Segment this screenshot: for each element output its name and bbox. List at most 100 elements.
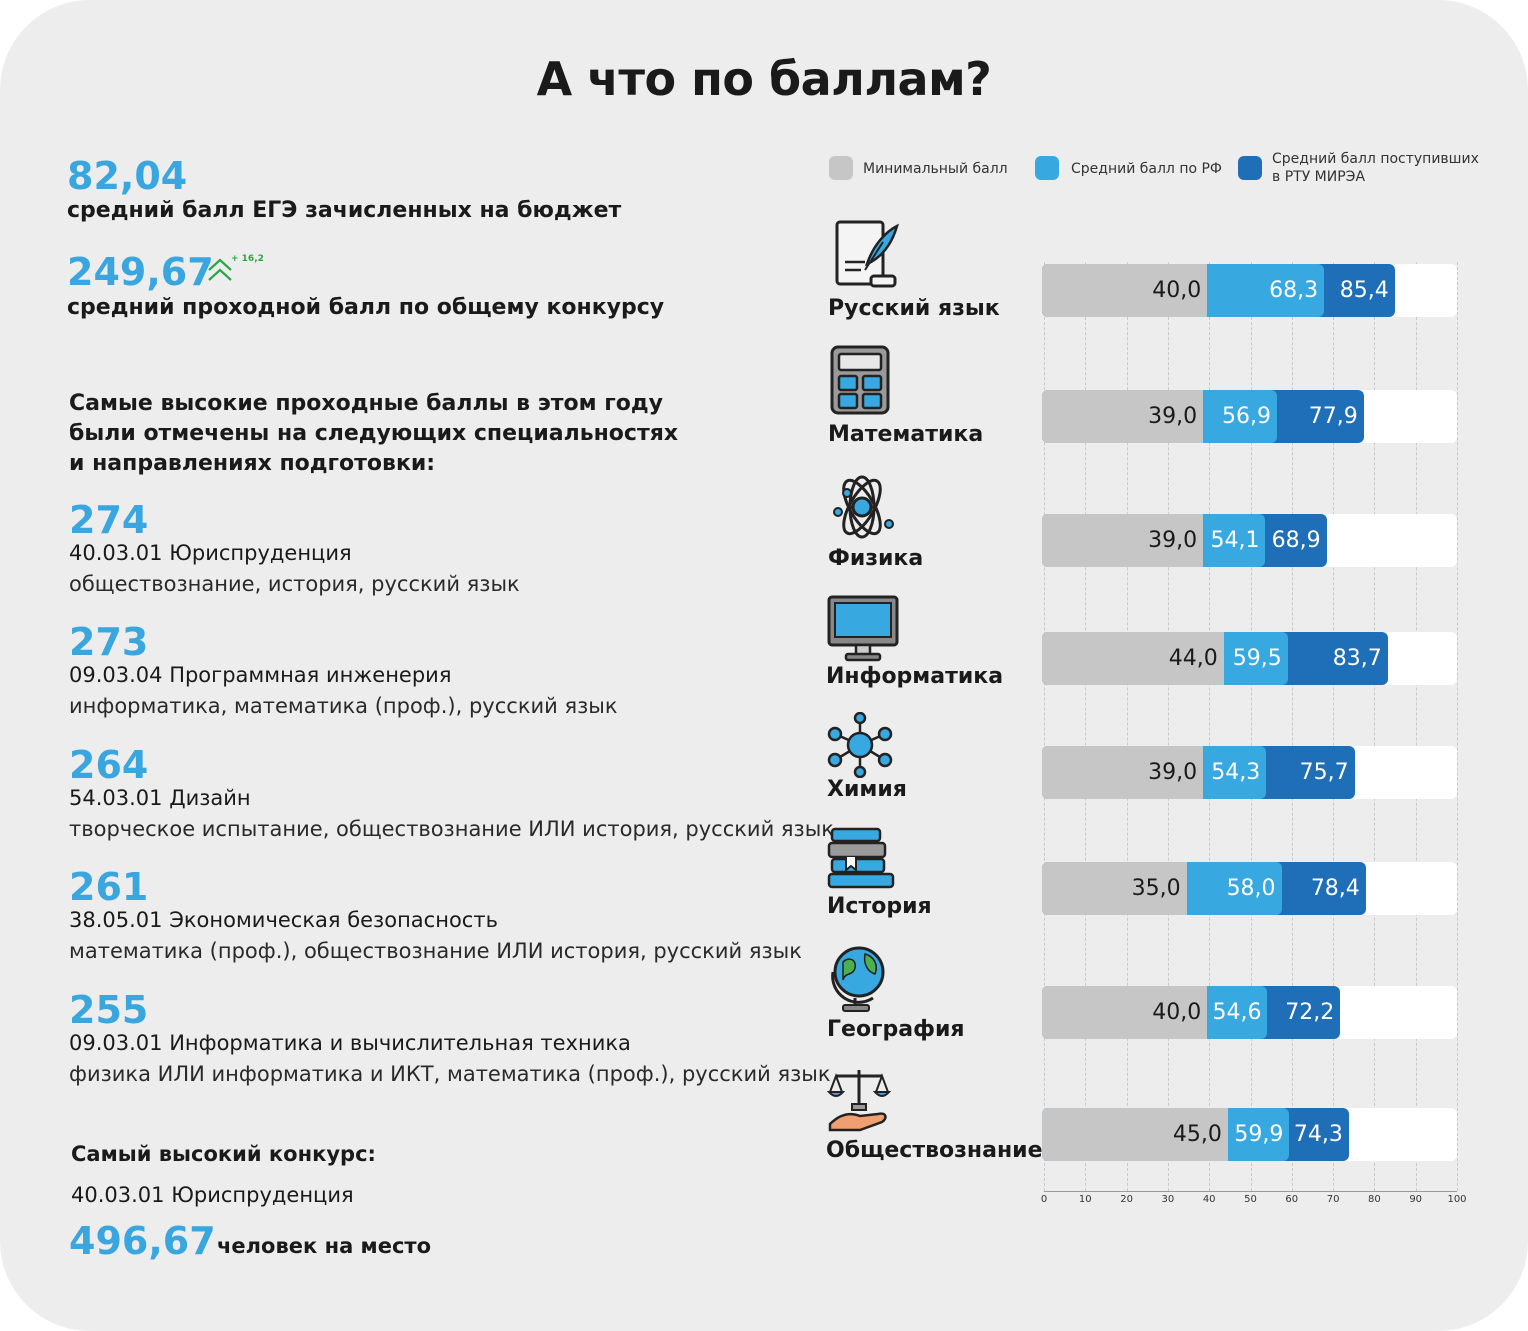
avg-budget-label: средний балл ЕГЭ зачисленных на бюджет [67,198,622,223]
avg-mirea-label: 75,7 [1299,760,1349,785]
avg-rf-label: 56,9 [1222,404,1271,429]
gridline [1291,262,1293,1191]
page-title: А что по баллам? [536,52,992,106]
specialty-subjects: информатика, математика (проф.), русский… [69,694,618,718]
avg-rf-label: 54,1 [1210,528,1260,553]
specialty-subjects: физика ИЛИ информатика и ИКТ, математика… [69,1062,831,1086]
top-intro: Самые высокие проходные баллы в этом год… [69,389,678,479]
avg-rf-label: 54,6 [1212,1000,1262,1025]
min-score-label: 40,0 [1152,1000,1202,1025]
x-tick-label: 90 [1409,1194,1423,1205]
bar-track: 40,0 54,6 72,2 [1042,986,1457,1039]
avg-rf-label: 59,5 [1232,646,1282,671]
specialty-score: 261 [69,865,149,909]
x-axis-line [1044,1191,1457,1192]
min-score-label: 39,0 [1148,760,1198,785]
specialty-name: 38.05.01 Экономическая безопасность [69,908,498,932]
gridline [1167,262,1169,1191]
specialty-score: 255 [69,988,149,1032]
min-score-label: 39,0 [1148,404,1198,429]
competition-unit: человек на место [217,1234,432,1258]
x-tick-label: 100 [1447,1194,1467,1205]
bar-track: 39,0 56,9 77,9 [1042,390,1457,443]
min-score-label: 35,0 [1131,876,1181,901]
competition-value: 496,67 [69,1219,216,1263]
legend-label-line: Средний балл поступивших [1272,151,1479,167]
subject-label: Обществознание [826,1138,1043,1163]
specialty-score: 264 [69,743,149,787]
gridline [1333,262,1335,1191]
avg-budget-value: 82,04 [67,154,188,198]
x-tick-label: 70 [1326,1194,1340,1205]
gridline [1209,262,1211,1191]
avg-rf-label: 58,0 [1226,876,1276,901]
molecule-icon [827,712,893,778]
specialty-name: 09.03.04 Программная инженерия [69,663,452,687]
bar-track: 39,0 54,1 68,9 [1042,514,1457,567]
gridline [1374,262,1376,1191]
min-score-label: 39,0 [1148,528,1198,553]
subject-label: Русский язык [828,296,1000,321]
specialty-name: 40.03.01 Юриспруденция [69,541,352,565]
specialty-subjects: математика (проф.), обществознание ИЛИ и… [69,939,802,963]
avg-mirea-label: 83,7 [1332,646,1382,671]
specialty-subjects: обществознание, история, русский язык [69,572,520,596]
x-tick-label: 40 [1202,1194,1216,1205]
min-score-bar [1042,632,1224,685]
legend-label-avg-rf: Средний балл по РФ [1071,161,1222,177]
legend-swatch-avg-mirea [1238,156,1262,180]
bar-track: 39,0 54,3 75,7 [1042,746,1457,799]
double-chevron-up-icon [208,258,232,281]
x-tick-label: 10 [1078,1194,1092,1205]
min-score-label: 45,0 [1172,1122,1222,1147]
subject-label: Химия [827,777,907,802]
x-tick-label: 0 [1040,1194,1048,1205]
avg-mirea-label: 85,4 [1339,278,1389,303]
min-score-label: 40,0 [1152,278,1202,303]
avg-rf-label: 59,9 [1234,1122,1284,1147]
gridline [1044,262,1045,1191]
bar-track: 45,0 59,9 74,3 [1042,1108,1457,1161]
legend-label-min: Минимальный балл [863,161,1008,177]
gridline [1085,262,1087,1191]
atom-icon [833,475,894,539]
min-score-bar [1042,746,1204,799]
legend-swatch-avg-rf [1035,156,1059,180]
gridline [1415,262,1417,1191]
subject-label: История [827,894,932,919]
specialty-score: 273 [69,620,149,664]
bar-track: 44,0 59,5 83,7 [1042,632,1457,685]
specialty-name: 09.03.01 Информатика и вычислительная те… [69,1031,631,1055]
avg-mirea-label: 74,3 [1293,1122,1343,1147]
x-tick-label: 30 [1161,1194,1175,1205]
globe-icon [831,946,885,1012]
avg-pass-delta: + 16,2 [231,254,264,264]
min-score-bar [1042,514,1204,567]
gridline [1457,262,1458,1191]
min-score-bar [1042,264,1208,317]
subject-label: Физика [828,546,924,571]
quill-scroll-icon [835,220,899,288]
x-tick-label: 50 [1244,1194,1257,1205]
avg-mirea-label: 72,2 [1285,1000,1335,1025]
bar-track: 35,0 58,0 78,4 [1042,862,1457,915]
avg-mirea-label: 77,9 [1308,404,1358,429]
specialty-subjects: творческое испытание, обществознание ИЛИ… [69,817,834,841]
min-score-bar [1042,862,1187,915]
books-icon [827,827,895,889]
top-intro-line: были отмечены на следующих специальностя… [69,421,679,446]
subject-label: География [827,1017,965,1042]
x-tick-label: 60 [1285,1194,1299,1205]
competition-name: 40.03.01 Юриспруденция [71,1183,354,1207]
min-score-bar [1042,390,1204,443]
legend-label-line: в РТУ МИРЭА [1272,169,1366,185]
avg-pass-value: 249,67 [67,250,214,294]
subject-label: Математика [828,422,984,447]
gridline [1126,262,1128,1191]
specialty-score: 274 [69,498,149,542]
bar-track: 40,0 68,3 85,4 [1042,264,1457,317]
avg-rf-label: 68,3 [1269,278,1319,303]
calculator-icon [830,345,890,415]
avg-pass-label: средний проходной балл по общему конкурс… [67,295,665,320]
avg-mirea-label: 68,9 [1271,528,1321,553]
